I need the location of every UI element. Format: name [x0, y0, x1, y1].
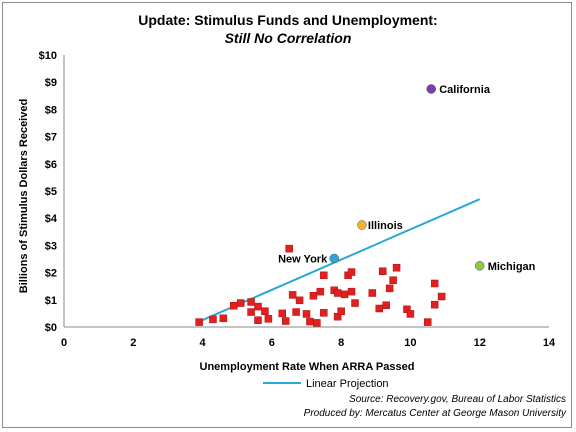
x-tick-label: 14	[543, 337, 556, 349]
chart-subtitle: Still No Correlation	[225, 30, 352, 46]
state-point	[261, 307, 269, 315]
state-point	[385, 284, 394, 293]
state-point	[316, 287, 325, 296]
point-label-illinois: Illinois	[368, 220, 403, 232]
y-tick-label: $8	[45, 104, 57, 116]
state-point	[313, 319, 321, 327]
state-point	[306, 317, 314, 326]
state-point	[382, 301, 390, 309]
y-tick-label: $4	[45, 213, 58, 225]
y-tick-label: $10	[39, 50, 57, 62]
state-point	[236, 299, 245, 307]
state-point	[320, 271, 328, 280]
state-point	[333, 289, 342, 297]
legend-label: Linear Projection	[306, 378, 389, 390]
x-tick-label: 6	[269, 337, 275, 349]
x-tick-label: 8	[338, 337, 344, 349]
x-tick-label: 0	[61, 337, 67, 349]
trendline-linear-projection	[198, 198, 481, 323]
state-point	[375, 304, 383, 313]
state-point	[264, 315, 273, 323]
state-point	[392, 263, 401, 272]
state-point	[378, 267, 387, 275]
state-point	[278, 309, 286, 318]
state-point	[302, 310, 311, 318]
state-point	[281, 317, 290, 325]
state-point	[309, 291, 318, 300]
state-point	[295, 296, 304, 305]
state-point	[430, 300, 439, 309]
state-point	[219, 314, 228, 323]
source-note: Source: Recovery.gov, Bureau of Labor St…	[349, 394, 566, 405]
state-point	[389, 276, 397, 284]
point-label-new-york: New York	[278, 253, 328, 265]
highlight-point-illinois	[357, 220, 367, 230]
chart-frame	[2, 2, 572, 428]
y-tick-label: $9	[45, 77, 57, 89]
state-point	[437, 292, 446, 301]
state-point	[430, 279, 439, 288]
highlight-point-california	[426, 84, 436, 94]
scatter-marks: California Illinois New York Michigan	[195, 84, 536, 327]
state-point	[424, 318, 432, 326]
state-point	[406, 310, 415, 318]
point-label-michigan: Michigan	[488, 261, 536, 273]
state-point	[347, 268, 356, 276]
chart-title: Update: Stimulus Funds and Unemployment:	[138, 12, 437, 28]
x-tick-label: 4	[200, 337, 207, 349]
x-axis-title: Unemployment Rate When ARRA Passed	[200, 361, 415, 373]
y-tick-label: $7	[45, 132, 57, 144]
state-point	[347, 287, 356, 296]
state-point	[292, 308, 300, 316]
y-tick-label: $0	[45, 322, 57, 334]
x-tick-label: 10	[404, 337, 416, 349]
state-point	[368, 289, 377, 297]
state-point	[254, 302, 262, 311]
producer-note: Produced by: Mercatus Center at George M…	[304, 408, 567, 419]
state-point	[209, 315, 217, 324]
y-tick-label: $2	[45, 268, 57, 280]
state-point	[254, 316, 262, 324]
highlight-point-michigan	[474, 261, 485, 271]
highlight-point-new-york	[329, 253, 339, 264]
y-tick-label: $6	[45, 159, 57, 171]
state-point	[320, 309, 328, 317]
y-tick-label: $3	[45, 240, 57, 252]
x-tick-label: 2	[130, 337, 136, 349]
state-point	[337, 307, 345, 315]
x-axis-ticks: 0 2 4 6 8 10 12 14	[61, 337, 556, 349]
state-point	[285, 244, 293, 253]
state-point	[247, 298, 255, 306]
state-point	[247, 308, 255, 316]
state-point	[340, 290, 349, 299]
y-tick-label: $5	[45, 186, 57, 198]
x-tick-label: 12	[474, 337, 486, 349]
state-point	[195, 318, 203, 326]
y-tick-label: $1	[45, 295, 57, 307]
state-point	[288, 291, 297, 299]
y-axis-title: Billions of Stimulus Dollars Received	[18, 99, 30, 293]
y-axis-ticks: $0 $1 $2 $3 $4 $5 $6 $7 $8 $9 $10	[39, 50, 58, 334]
state-point	[230, 302, 238, 310]
point-label-california: California	[439, 84, 491, 96]
state-point	[351, 299, 359, 307]
legend: Linear Projection	[263, 378, 389, 390]
